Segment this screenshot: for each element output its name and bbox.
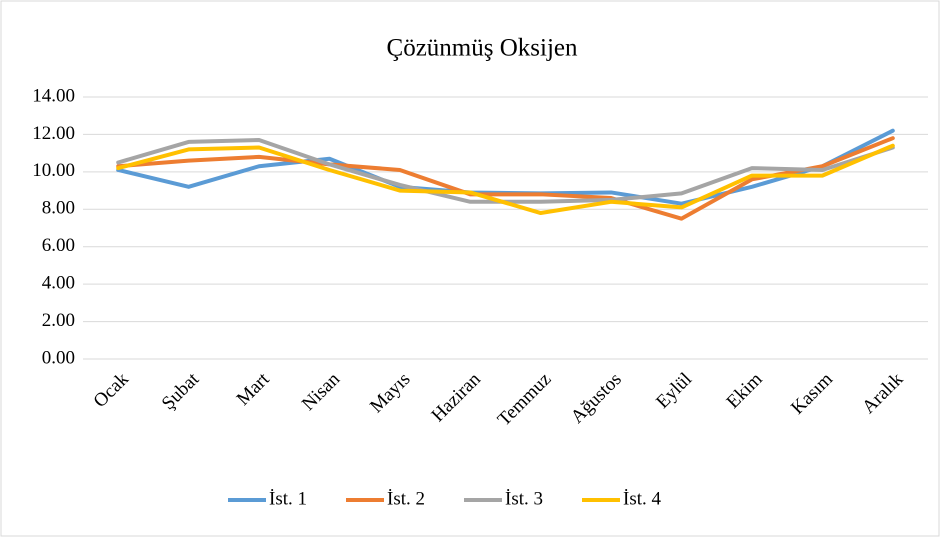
chart-title: Çözünmüş Oksijen — [387, 35, 578, 62]
legend-label: İst. 3 — [505, 488, 543, 509]
legend-label: İst. 1 — [269, 488, 307, 509]
legend-label: İst. 4 — [623, 488, 662, 509]
y-tick-label: 10.00 — [32, 160, 75, 181]
legend-label: İst. 2 — [387, 488, 425, 509]
y-tick-label: 12.00 — [32, 123, 75, 144]
data-line — [116, 143, 895, 216]
y-tick-label: 4.00 — [42, 273, 75, 294]
y-tick-label: 8.00 — [42, 198, 75, 219]
y-tick-label: 2.00 — [42, 310, 75, 331]
y-tick-label: 6.00 — [42, 235, 75, 256]
y-tick-label: 14.00 — [32, 85, 75, 106]
y-tick-label: 0.00 — [42, 347, 75, 368]
